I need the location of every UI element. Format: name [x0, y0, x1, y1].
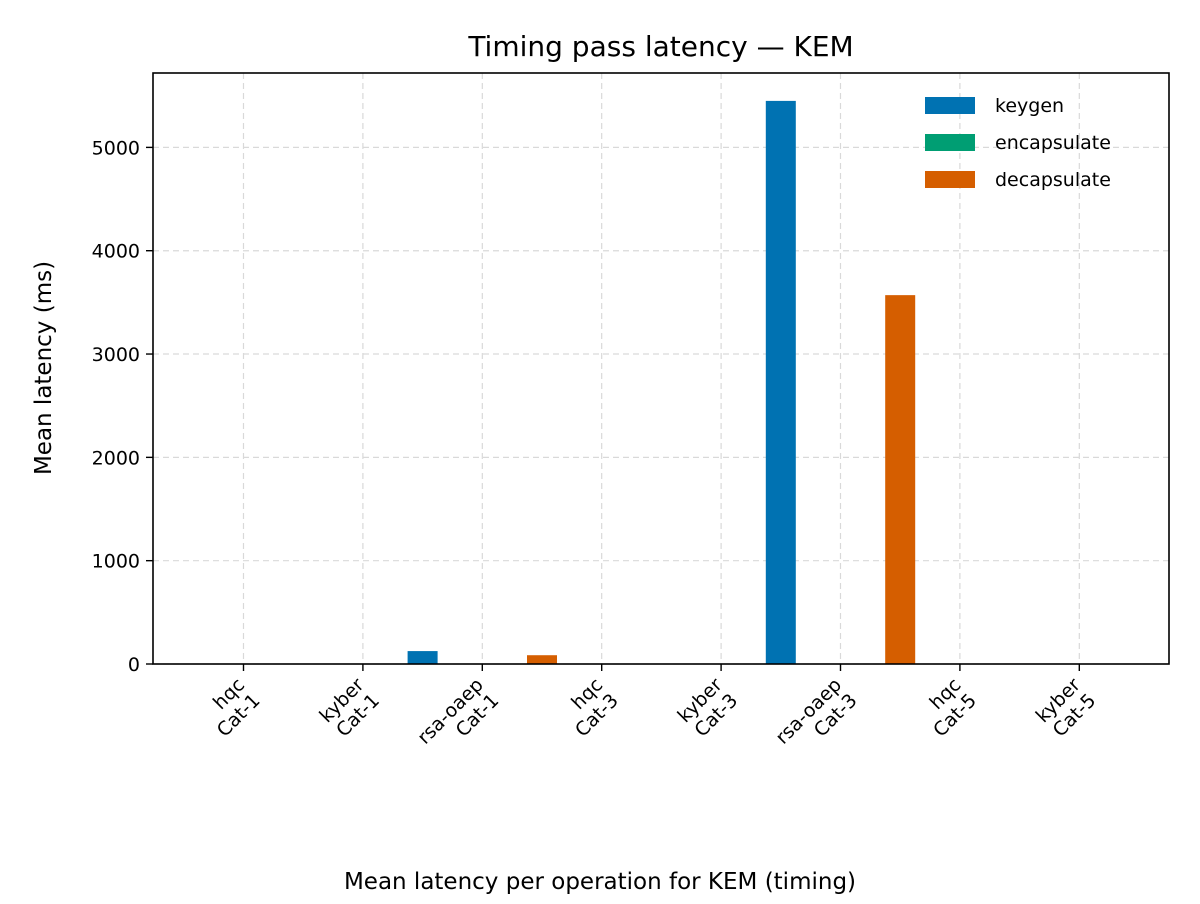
chart-title: Timing pass latency — KEM	[467, 30, 853, 63]
legend-label-encapsulate: encapsulate	[995, 132, 1111, 154]
bar-decapsulate-2	[527, 655, 557, 664]
legend-swatch-encapsulate	[925, 134, 975, 151]
bar-decapsulate-5	[885, 295, 915, 664]
y-tick-label: 1000	[92, 551, 140, 573]
bar-keygen-2	[408, 651, 438, 664]
y-tick-label: 0	[128, 654, 140, 676]
y-axis-label: Mean latency (ms)	[31, 261, 57, 475]
legend-swatch-decapsulate	[925, 171, 975, 188]
legend-label-decapsulate: decapsulate	[995, 169, 1111, 191]
bar-keygen-5	[766, 101, 796, 664]
legend-label-keygen: keygen	[995, 95, 1064, 117]
y-tick-label: 5000	[92, 137, 140, 159]
y-tick-label: 4000	[92, 241, 140, 263]
legend-swatch-keygen	[925, 97, 975, 114]
figure-caption: Mean latency per operation for KEM (timi…	[344, 869, 856, 895]
y-tick-label: 2000	[92, 447, 140, 469]
y-tick-label: 3000	[92, 344, 140, 366]
